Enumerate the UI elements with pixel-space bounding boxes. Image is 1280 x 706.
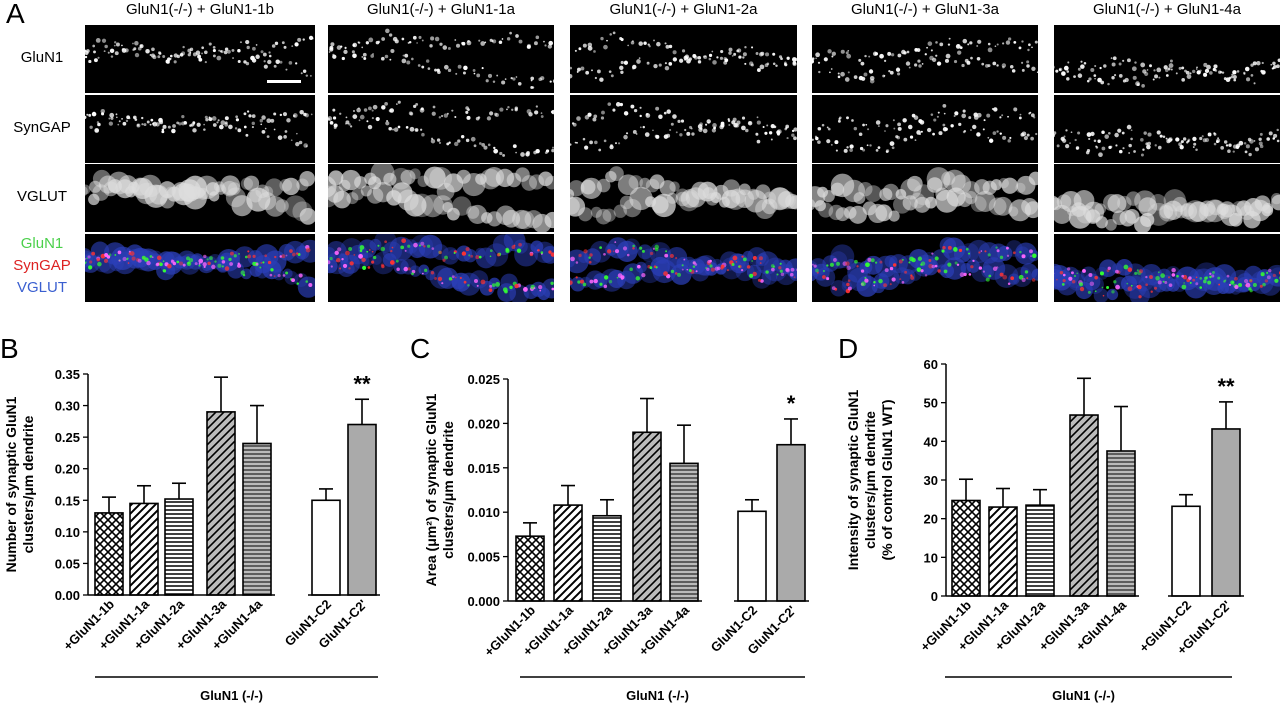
bar-6 <box>737 510 767 602</box>
column-title-2: GluN1(-/-) + GluN1-1a <box>367 1 515 18</box>
significance-mark: ** <box>1217 374 1235 399</box>
micrograph-4-3 <box>812 164 1038 232</box>
row-label-glun1: GluN1 <box>20 49 64 66</box>
y-tick-label: 60 <box>924 357 938 372</box>
group-label: GluN1 (-/-) <box>1052 688 1115 703</box>
bar-7 <box>347 423 377 596</box>
micrograph-1-2 <box>85 95 315 163</box>
bar-3 <box>164 498 194 596</box>
y-tick-label: 0.00 <box>55 588 80 603</box>
chart-d: D 0 10 20 30 40 50 60 Intensity of synaptic GluN… <box>838 333 1244 703</box>
bar-5 <box>242 442 272 596</box>
micrograph-4-1 <box>812 25 1038 93</box>
y-tick-label: 0.000 <box>467 594 500 609</box>
micrograph-2-1 <box>328 25 554 93</box>
bar-4 <box>632 431 662 602</box>
y-tick-label: 20 <box>924 512 938 527</box>
y-tick-label: 0.020 <box>467 416 500 431</box>
bar-6 <box>1171 505 1201 597</box>
bar-1 <box>515 535 545 602</box>
chart-b: B 0.00 0.05 0.10 0.15 0.20 0.25 0.30 0.35 Number … <box>0 333 380 703</box>
y-axis-label: Number of synaptic GluN1 <box>3 396 19 572</box>
column-title-3: GluN1(-/-) + GluN1-2a <box>609 1 758 18</box>
bar-1 <box>94 512 124 596</box>
significance-mark: * <box>787 391 796 416</box>
micrograph-2-2 <box>328 95 554 163</box>
panel-d-letter: D <box>838 333 858 364</box>
y-tick-label: 0.30 <box>55 399 80 414</box>
y-tick-label: 10 <box>924 550 938 565</box>
micrograph-5-4 <box>1054 234 1280 302</box>
y-tick-label: 0.15 <box>55 493 80 508</box>
bar-2 <box>553 504 583 602</box>
y-axis-label: Intensity of synaptic GluN1 <box>845 390 861 571</box>
group-label: GluN1 (-/-) <box>626 688 689 703</box>
column-title-4: GluN1(-/-) + GluN1-3a <box>851 1 999 18</box>
column-title-1: GluN1(-/-) + GluN1-1b <box>126 1 274 18</box>
bar-2 <box>988 506 1018 597</box>
y-tick-label: 0.025 <box>467 372 500 387</box>
micrograph-2-4 <box>328 234 554 302</box>
micrograph-1-4 <box>85 234 315 302</box>
row-label-syngap: SynGAP <box>13 119 71 136</box>
panel-a-letter: A <box>6 0 25 29</box>
y-axis-label: Area (μm²) of synaptic GluN1 <box>423 393 439 586</box>
y-tick-label: 0.05 <box>55 556 80 571</box>
bar-3 <box>1025 504 1055 597</box>
significance-mark: ** <box>353 371 371 396</box>
micrograph-5-2 <box>1054 95 1280 163</box>
micrograph-3-2 <box>570 95 797 163</box>
bar-4 <box>206 411 236 596</box>
bar-1 <box>951 499 981 597</box>
y-tick-label: 0.10 <box>55 525 80 540</box>
panel-c-letter: C <box>410 333 430 364</box>
micrograph-3-3 <box>570 164 797 232</box>
bar-2 <box>129 502 159 596</box>
merge-label-syngap: SynGAP <box>13 257 71 274</box>
bar-7 <box>776 443 806 602</box>
column-title-5: GluN1(-/-) + GluN1-4a <box>1093 1 1241 18</box>
chart-c: C 0.000 0.005 0.010 0.015 0.020 0.025 Area (μm²… <box>410 333 809 703</box>
y-tick-label: 0.20 <box>55 462 80 477</box>
bar-5 <box>669 462 699 602</box>
bar-7 <box>1211 428 1241 597</box>
micrograph-3-4 <box>570 234 797 302</box>
micrograph-3-1 <box>570 25 797 93</box>
micrograph-1-1 <box>85 25 315 93</box>
y-tick-label: 50 <box>924 396 938 411</box>
y-tick-label: 0.25 <box>55 430 80 445</box>
bar-6 <box>311 499 341 596</box>
group-label: GluN1 (-/-) <box>200 688 263 703</box>
micrograph-4-4 <box>812 234 1038 302</box>
micrograph-2-3 <box>328 164 554 232</box>
y-tick-label: 0.015 <box>467 461 500 476</box>
merge-label-glun1: GluN1 <box>20 235 64 252</box>
y-axis-label: (% of control GluN1 WT) <box>879 400 895 561</box>
y-tick-label: 30 <box>924 473 938 488</box>
y-axis-label: clusters/μm dendrite <box>862 411 878 549</box>
micrograph-5-1 <box>1054 25 1280 93</box>
y-tick-label: 0.35 <box>55 367 80 382</box>
merge-label-vglut: VGLUT <box>16 279 67 296</box>
y-tick-label: 0.005 <box>467 550 500 565</box>
bar-5 <box>1106 450 1136 597</box>
micrograph-1-3 <box>85 164 315 232</box>
panel-b-letter: B <box>0 333 19 364</box>
bar-4 <box>1069 414 1099 597</box>
row-label-vglut: VGLUT <box>16 188 67 205</box>
y-axis-label: clusters/μm dendrite <box>20 415 36 553</box>
micrograph-4-2 <box>812 95 1038 163</box>
y-tick-label: 0.010 <box>467 505 500 520</box>
y-tick-label: 40 <box>924 434 938 449</box>
bar-3 <box>592 514 622 602</box>
bar-charts: B 0.00 0.05 0.10 0.15 0.20 0.25 0.30 0.35 Number … <box>0 333 1244 703</box>
y-axis-label: clusters/μm dendrite <box>440 421 456 559</box>
micrograph-5-3 <box>1054 164 1280 232</box>
y-tick-label: 0 <box>931 589 938 604</box>
